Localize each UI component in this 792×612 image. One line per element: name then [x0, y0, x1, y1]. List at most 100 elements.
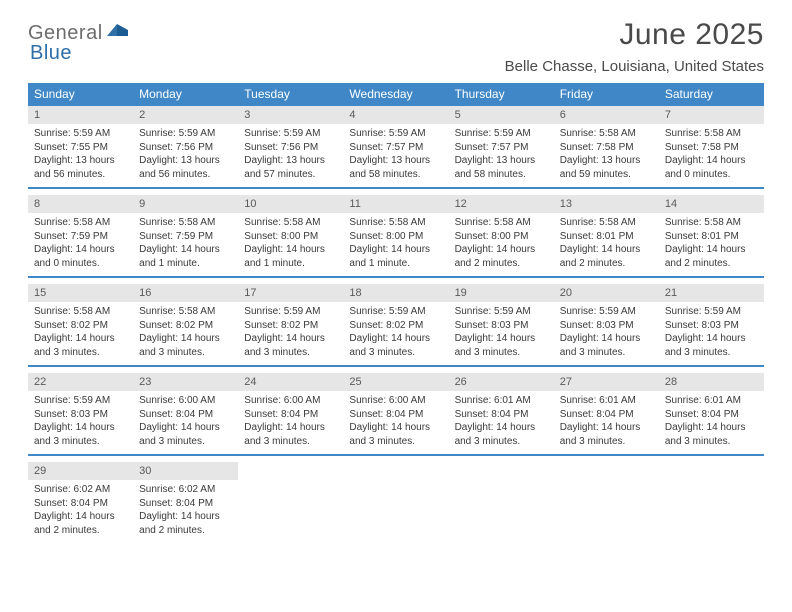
calendar-day: 29Sunrise: 6:02 AMSunset: 8:04 PMDayligh… [28, 462, 133, 543]
day-number: 5 [449, 106, 554, 124]
calendar-day: 5Sunrise: 5:59 AMSunset: 7:57 PMDaylight… [449, 106, 554, 187]
day-number: 4 [343, 106, 448, 124]
day-info: Sunrise: 5:59 AMSunset: 8:03 PMDaylight:… [554, 302, 659, 365]
day-number: 11 [343, 195, 448, 213]
calendar-day: 16Sunrise: 5:58 AMSunset: 8:02 PMDayligh… [133, 284, 238, 365]
day-number: 20 [554, 284, 659, 302]
day-number: 30 [133, 462, 238, 480]
weekday-header: Monday [133, 83, 238, 106]
day-info: Sunrise: 6:00 AMSunset: 8:04 PMDaylight:… [238, 391, 343, 454]
calendar-day: 14Sunrise: 5:58 AMSunset: 8:01 PMDayligh… [659, 195, 764, 276]
calendar-day: 17Sunrise: 5:59 AMSunset: 8:02 PMDayligh… [238, 284, 343, 365]
calendar-day: 27Sunrise: 6:01 AMSunset: 8:04 PMDayligh… [554, 373, 659, 454]
day-info: Sunrise: 6:00 AMSunset: 8:04 PMDaylight:… [133, 391, 238, 454]
day-info: Sunrise: 6:00 AMSunset: 8:04 PMDaylight:… [343, 391, 448, 454]
day-info: Sunrise: 5:59 AMSunset: 8:02 PMDaylight:… [343, 302, 448, 365]
day-number: 6 [554, 106, 659, 124]
calendar-day: 4Sunrise: 5:59 AMSunset: 7:57 PMDaylight… [343, 106, 448, 187]
month-title: June 2025 [505, 18, 764, 52]
day-info: Sunrise: 5:59 AMSunset: 8:03 PMDaylight:… [28, 391, 133, 454]
calendar-day [659, 462, 764, 543]
day-info: Sunrise: 6:01 AMSunset: 8:04 PMDaylight:… [554, 391, 659, 454]
day-info: Sunrise: 5:59 AMSunset: 7:57 PMDaylight:… [343, 124, 448, 187]
calendar-week: 1Sunrise: 5:59 AMSunset: 7:55 PMDaylight… [28, 106, 764, 189]
day-number: 24 [238, 373, 343, 391]
day-info: Sunrise: 5:59 AMSunset: 8:03 PMDaylight:… [659, 302, 764, 365]
day-number: 10 [238, 195, 343, 213]
calendar-day: 2Sunrise: 5:59 AMSunset: 7:56 PMDaylight… [133, 106, 238, 187]
weekday-header: Friday [554, 83, 659, 106]
calendar-day: 30Sunrise: 6:02 AMSunset: 8:04 PMDayligh… [133, 462, 238, 543]
weekday-header: Wednesday [343, 83, 448, 106]
day-info: Sunrise: 5:59 AMSunset: 8:03 PMDaylight:… [449, 302, 554, 365]
day-number: 28 [659, 373, 764, 391]
day-number: 14 [659, 195, 764, 213]
calendar-day: 6Sunrise: 5:58 AMSunset: 7:58 PMDaylight… [554, 106, 659, 187]
calendar-day [238, 462, 343, 543]
calendar-day [554, 462, 659, 543]
day-info: Sunrise: 5:59 AMSunset: 7:56 PMDaylight:… [238, 124, 343, 187]
day-info: Sunrise: 5:58 AMSunset: 8:01 PMDaylight:… [554, 213, 659, 276]
calendar-day: 7Sunrise: 5:58 AMSunset: 7:58 PMDaylight… [659, 106, 764, 187]
day-info: Sunrise: 6:02 AMSunset: 8:04 PMDaylight:… [133, 480, 238, 543]
day-info: Sunrise: 6:02 AMSunset: 8:04 PMDaylight:… [28, 480, 133, 543]
day-number: 3 [238, 106, 343, 124]
day-info: Sunrise: 6:01 AMSunset: 8:04 PMDaylight:… [659, 391, 764, 454]
day-number: 12 [449, 195, 554, 213]
day-number: 23 [133, 373, 238, 391]
day-info: Sunrise: 5:58 AMSunset: 7:58 PMDaylight:… [554, 124, 659, 187]
calendar-day: 13Sunrise: 5:58 AMSunset: 8:01 PMDayligh… [554, 195, 659, 276]
day-info: Sunrise: 5:59 AMSunset: 8:02 PMDaylight:… [238, 302, 343, 365]
day-number: 9 [133, 195, 238, 213]
day-number: 21 [659, 284, 764, 302]
day-number: 25 [343, 373, 448, 391]
calendar-day: 26Sunrise: 6:01 AMSunset: 8:04 PMDayligh… [449, 373, 554, 454]
day-number: 8 [28, 195, 133, 213]
day-number: 15 [28, 284, 133, 302]
day-number: 17 [238, 284, 343, 302]
calendar-day: 20Sunrise: 5:59 AMSunset: 8:03 PMDayligh… [554, 284, 659, 365]
logo-mark-icon [107, 22, 129, 43]
day-info: Sunrise: 5:59 AMSunset: 7:55 PMDaylight:… [28, 124, 133, 187]
day-number: 13 [554, 195, 659, 213]
calendar-day: 8Sunrise: 5:58 AMSunset: 7:59 PMDaylight… [28, 195, 133, 276]
calendar-day: 1Sunrise: 5:59 AMSunset: 7:55 PMDaylight… [28, 106, 133, 187]
weekday-header: Saturday [659, 83, 764, 106]
day-info: Sunrise: 5:58 AMSunset: 8:01 PMDaylight:… [659, 213, 764, 276]
day-info: Sunrise: 5:59 AMSunset: 7:57 PMDaylight:… [449, 124, 554, 187]
calendar-week: 8Sunrise: 5:58 AMSunset: 7:59 PMDaylight… [28, 195, 764, 278]
calendar-day: 28Sunrise: 6:01 AMSunset: 8:04 PMDayligh… [659, 373, 764, 454]
day-info: Sunrise: 5:58 AMSunset: 7:59 PMDaylight:… [28, 213, 133, 276]
calendar-week: 15Sunrise: 5:58 AMSunset: 8:02 PMDayligh… [28, 284, 764, 367]
day-number: 1 [28, 106, 133, 124]
logo: General [28, 18, 131, 45]
calendar-day: 25Sunrise: 6:00 AMSunset: 8:04 PMDayligh… [343, 373, 448, 454]
calendar-day: 10Sunrise: 5:58 AMSunset: 8:00 PMDayligh… [238, 195, 343, 276]
day-number: 26 [449, 373, 554, 391]
calendar-day: 12Sunrise: 5:58 AMSunset: 8:00 PMDayligh… [449, 195, 554, 276]
day-info: Sunrise: 5:58 AMSunset: 8:00 PMDaylight:… [343, 213, 448, 276]
calendar-day: 15Sunrise: 5:58 AMSunset: 8:02 PMDayligh… [28, 284, 133, 365]
calendar-day [449, 462, 554, 543]
calendar-day: 22Sunrise: 5:59 AMSunset: 8:03 PMDayligh… [28, 373, 133, 454]
day-info: Sunrise: 5:59 AMSunset: 7:56 PMDaylight:… [133, 124, 238, 187]
logo-text-blue-wrap: Blue [30, 42, 72, 65]
day-number: 18 [343, 284, 448, 302]
day-number: 19 [449, 284, 554, 302]
calendar-day: 23Sunrise: 6:00 AMSunset: 8:04 PMDayligh… [133, 373, 238, 454]
calendar-week: 29Sunrise: 6:02 AMSunset: 8:04 PMDayligh… [28, 462, 764, 543]
weekday-header: Thursday [449, 83, 554, 106]
day-info: Sunrise: 5:58 AMSunset: 8:00 PMDaylight:… [238, 213, 343, 276]
calendar-day [343, 462, 448, 543]
calendar-header-row: Sunday Monday Tuesday Wednesday Thursday… [28, 83, 764, 106]
day-number: 27 [554, 373, 659, 391]
calendar-day: 9Sunrise: 5:58 AMSunset: 7:59 PMDaylight… [133, 195, 238, 276]
logo-text-blue: Blue [30, 42, 72, 64]
calendar: Sunday Monday Tuesday Wednesday Thursday… [28, 83, 764, 543]
day-number: 2 [133, 106, 238, 124]
day-number: 22 [28, 373, 133, 391]
calendar-week: 22Sunrise: 5:59 AMSunset: 8:03 PMDayligh… [28, 373, 764, 456]
calendar-day: 24Sunrise: 6:00 AMSunset: 8:04 PMDayligh… [238, 373, 343, 454]
location-text: Belle Chasse, Louisiana, United States [505, 58, 764, 75]
calendar-day: 11Sunrise: 5:58 AMSunset: 8:00 PMDayligh… [343, 195, 448, 276]
